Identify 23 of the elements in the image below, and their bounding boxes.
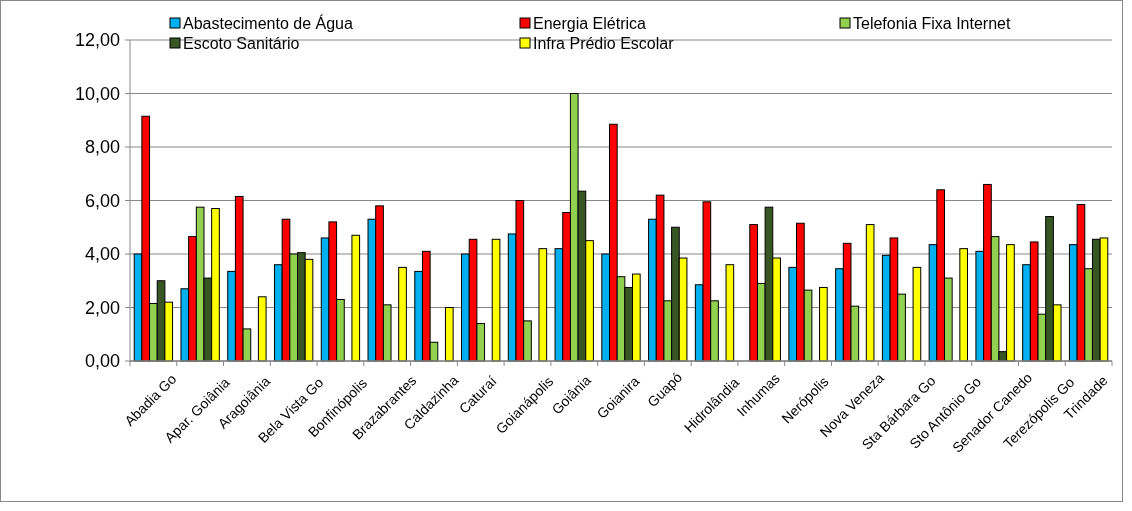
- legend-label: Escoto Sanitário: [183, 34, 300, 52]
- bar: [819, 286, 828, 362]
- legend-label: Abastecimento de Água: [183, 13, 353, 32]
- bar: [398, 266, 407, 362]
- bar: [912, 266, 922, 362]
- bar: [444, 307, 454, 362]
- bar: [725, 264, 735, 362]
- y-tick-label: 6,00: [84, 190, 120, 211]
- bar: [959, 248, 969, 362]
- y-tick-label: 0,00: [84, 351, 120, 372]
- y-tick-label: 10,00: [74, 83, 120, 104]
- legend-label: Telefonia Fixa Internet: [853, 14, 1011, 32]
- y-tick-label: 8,00: [84, 137, 120, 158]
- bar: [538, 248, 548, 362]
- y-tick-label: 12,00: [74, 30, 120, 51]
- y-tick-label: 2,00: [84, 297, 120, 318]
- legend-label: Infra Prédio Escolar: [533, 34, 675, 52]
- bar: [257, 296, 267, 362]
- legend-label: Energia Elétrica: [533, 14, 647, 32]
- y-tick-label: 4,00: [84, 244, 120, 265]
- bar: [491, 238, 501, 362]
- bar: [865, 224, 875, 362]
- bar: [351, 234, 361, 362]
